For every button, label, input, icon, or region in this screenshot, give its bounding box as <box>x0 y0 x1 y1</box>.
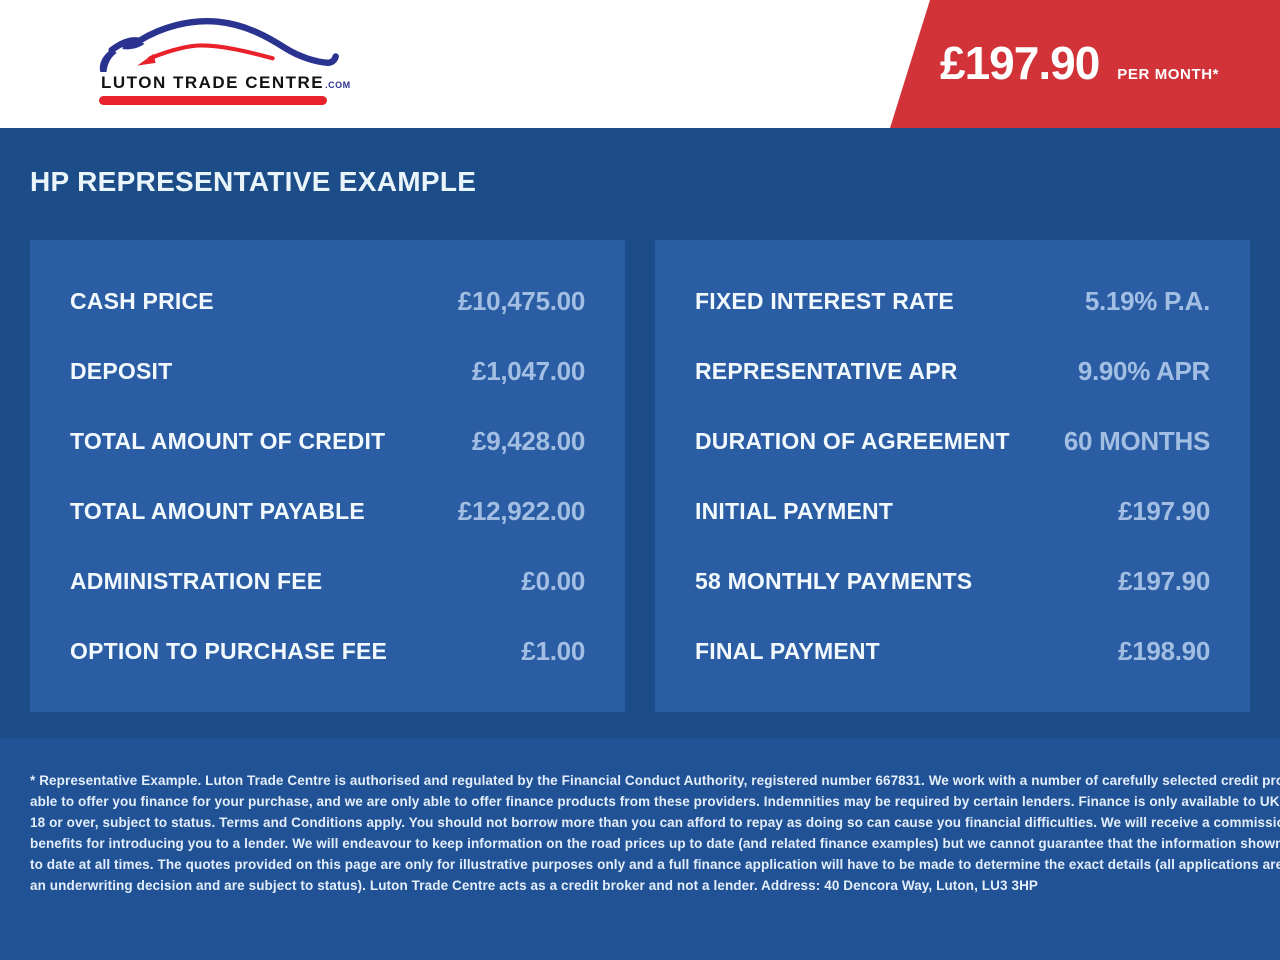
table-row: TOTAL AMOUNT OF CREDIT £9,428.00 <box>70 406 585 476</box>
row-label-option-to-purchase-fee: OPTION TO PURCHASE FEE <box>70 637 388 664</box>
disclaimer-text-line: * Representative Example. Luton Trade Ce… <box>30 773 1280 788</box>
row-label-total-credit: TOTAL AMOUNT OF CREDIT <box>70 427 386 454</box>
disclaimer-text-line: 18 or over, subject to status. Terms and… <box>30 815 1280 830</box>
disclaimer-text-line: able to offer you finance for your purch… <box>30 794 1280 809</box>
row-value-total-credit: £9,428.00 <box>472 425 585 456</box>
row-value-cash-price: £10,475.00 <box>457 285 585 316</box>
finance-panel-left: CASH PRICE £10,475.00 DEPOSIT £1,047.00 … <box>30 240 625 712</box>
header: LUTON TRADE CENTRE .COM £197.90 PER MONT… <box>0 0 1280 128</box>
row-value-deposit: £1,047.00 <box>472 355 585 386</box>
row-label-fixed-interest-rate: FIXED INTEREST RATE <box>695 287 954 314</box>
row-label-deposit: DEPOSIT <box>70 357 173 384</box>
car-silhouette-icon <box>99 18 339 72</box>
table-row: FINAL PAYMENT £198.90 <box>695 616 1210 686</box>
row-label-final-payment: FINAL PAYMENT <box>695 637 880 664</box>
row-value-duration: 60 MONTHS <box>1063 425 1210 456</box>
row-value-monthly-payments: £197.90 <box>1118 565 1210 596</box>
row-label-duration: DURATION OF AGREEMENT <box>695 427 1010 454</box>
disclaimer-text-line: an underwriting decision and are subject… <box>30 878 1039 893</box>
row-value-final-payment: £198.90 <box>1118 635 1210 666</box>
logo-domain-suffix: .COM <box>325 80 351 90</box>
logo-underline-bar <box>99 96 327 105</box>
table-row: 58 MONTHLY PAYMENTS £197.90 <box>695 546 1210 616</box>
disclaimer-text-line: to date at all times. The quotes provide… <box>30 857 1280 872</box>
logo-wordmark: LUTON TRADE CENTRE .COM <box>85 73 350 93</box>
row-label-representative-apr: REPRESENTATIVE APR <box>695 357 958 384</box>
row-value-option-to-purchase-fee: £1.00 <box>521 635 585 666</box>
monthly-price-period: PER MONTH* <box>1117 66 1220 83</box>
disclaimer-text-line: benefits for introducing you to a lender… <box>30 836 1280 851</box>
table-row: REPRESENTATIVE APR 9.90% APR <box>695 336 1210 406</box>
price-banner: £197.90 PER MONTH* <box>890 0 1280 128</box>
row-label-initial-payment: INITIAL PAYMENT <box>695 497 894 524</box>
table-row: TOTAL AMOUNT PAYABLE £12,922.00 <box>70 476 585 546</box>
finance-panel-right: FIXED INTEREST RATE 5.19% P.A. REPRESENT… <box>655 240 1250 712</box>
page-title: HP REPRESENTATIVE EXAMPLE <box>30 166 477 197</box>
row-label-cash-price: CASH PRICE <box>70 287 214 314</box>
table-row: DEPOSIT £1,047.00 <box>70 336 585 406</box>
row-label-admin-fee: ADMINISTRATION FEE <box>70 567 323 594</box>
table-row: CASH PRICE £10,475.00 <box>70 266 585 336</box>
table-row: OPTION TO PURCHASE FEE £1.00 <box>70 616 585 686</box>
row-value-fixed-interest-rate: 5.19% P.A. <box>1084 285 1210 316</box>
row-value-total-payable: £12,922.00 <box>457 495 585 526</box>
monthly-price: £197.90 <box>940 37 1100 89</box>
table-row: FIXED INTEREST RATE 5.19% P.A. <box>695 266 1210 336</box>
logo-brand-name: LUTON TRADE CENTRE <box>101 73 325 92</box>
disclaimer-section: * Representative Example. Luton Trade Ce… <box>0 738 1280 960</box>
table-row: DURATION OF AGREEMENT 60 MONTHS <box>695 406 1210 476</box>
table-row: ADMINISTRATION FEE £0.00 <box>70 546 585 616</box>
luton-trade-centre-logo: LUTON TRADE CENTRE .COM <box>85 8 350 120</box>
row-value-admin-fee: £0.00 <box>521 565 585 596</box>
table-row: INITIAL PAYMENT £197.90 <box>695 476 1210 546</box>
main-section: HP REPRESENTATIVE EXAMPLE CASH PRICE £10… <box>0 128 1280 738</box>
row-label-total-payable: TOTAL AMOUNT PAYABLE <box>70 497 365 524</box>
row-value-representative-apr: 9.90% APR <box>1077 355 1210 386</box>
row-label-monthly-payments: 58 MONTHLY PAYMENTS <box>695 567 973 594</box>
row-value-initial-payment: £197.90 <box>1118 495 1210 526</box>
